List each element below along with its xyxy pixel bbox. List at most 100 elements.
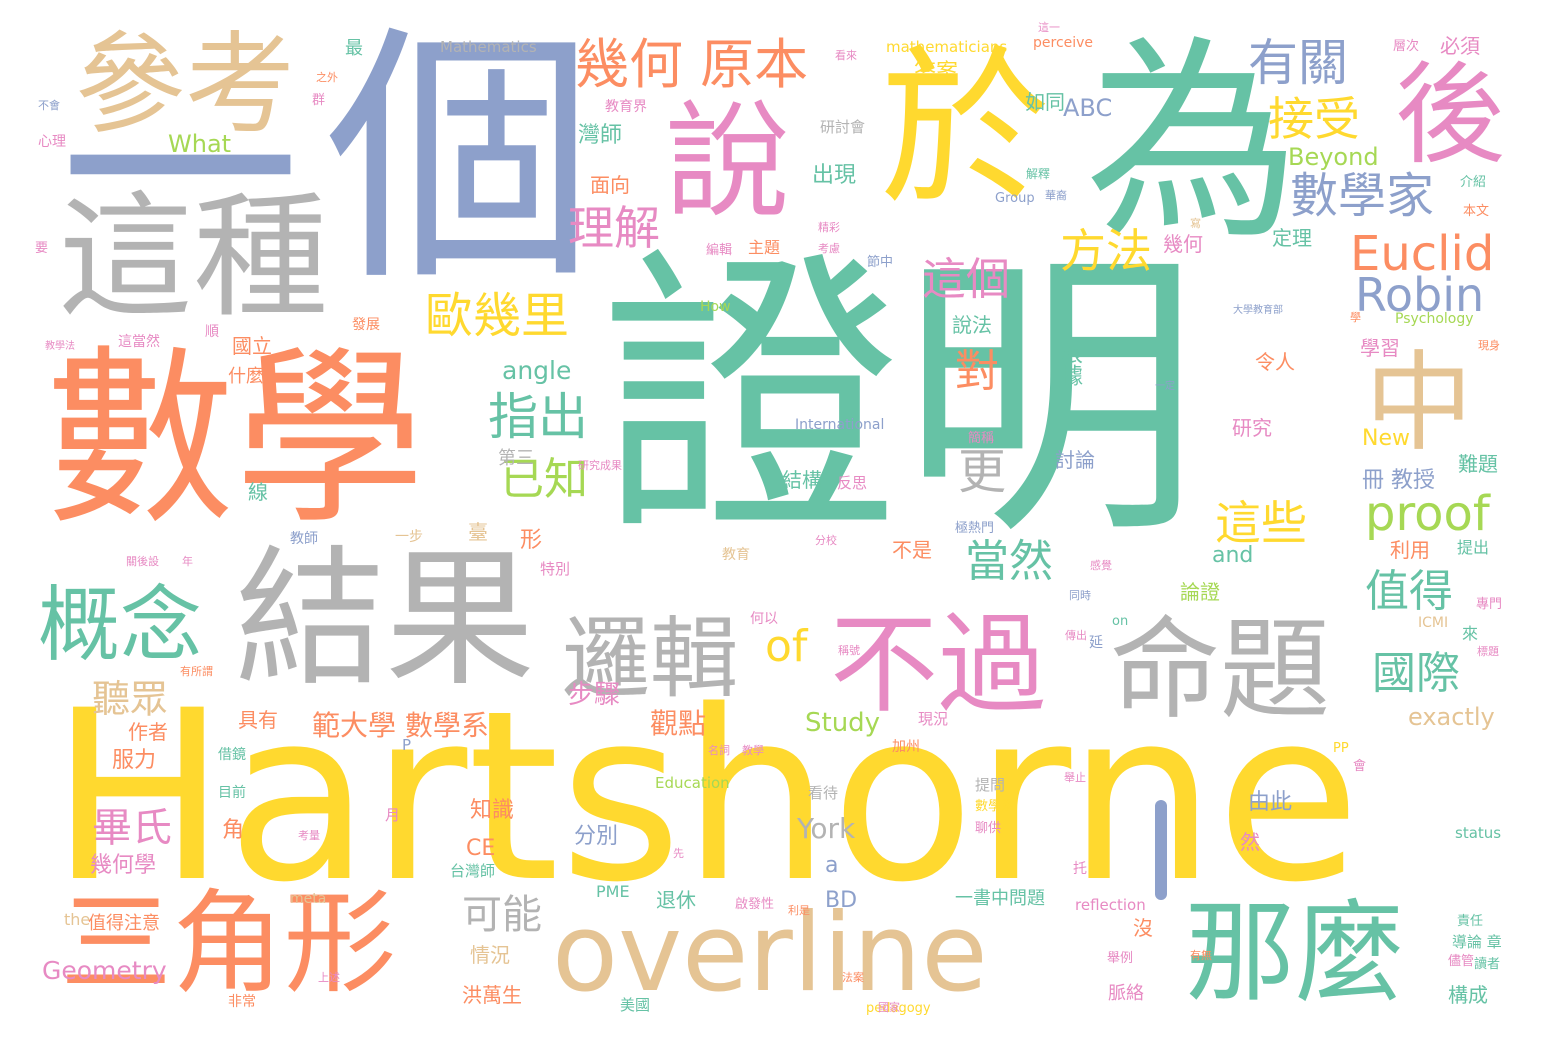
word: 月	[385, 806, 401, 824]
word: 教學	[742, 744, 764, 757]
word: 教育	[722, 547, 750, 563]
word: 臺	[468, 520, 488, 544]
word: 提出	[1457, 538, 1490, 557]
word: 情況	[470, 943, 510, 967]
word: 作者	[128, 720, 168, 744]
word: 關後設	[126, 555, 159, 568]
word: 來	[1462, 624, 1479, 643]
word: 值得注意	[88, 913, 160, 934]
word: 現況	[918, 710, 949, 728]
word: 節中	[867, 255, 894, 270]
word: 利是	[788, 904, 810, 917]
word: 國立	[232, 334, 272, 358]
word: 指出	[488, 388, 588, 446]
word: P	[402, 736, 412, 754]
word: PME	[596, 882, 630, 901]
word: 面向	[590, 173, 630, 197]
word: 要	[35, 241, 49, 256]
word: 考量	[298, 829, 320, 842]
word: 有無	[1190, 949, 1212, 962]
word: 說	[665, 90, 790, 235]
word: 有所謂	[180, 665, 213, 678]
word: 考慮	[818, 242, 840, 255]
word: 有關	[1248, 34, 1348, 92]
word: 由此	[1248, 790, 1293, 815]
word: 教學法	[45, 341, 75, 352]
word: 個	[325, 2, 595, 317]
word: 根據	[1057, 342, 1082, 386]
word: ABC	[1063, 94, 1113, 122]
word: meta	[290, 891, 327, 907]
word: 介紹	[1460, 175, 1487, 190]
word: 脈絡	[1108, 983, 1144, 1004]
word: 讀者	[1474, 957, 1501, 972]
word: proof	[1365, 486, 1490, 542]
word: 分別	[574, 824, 619, 849]
word: 答案	[914, 60, 959, 85]
word: 極熱門	[955, 521, 995, 536]
word: 本文	[1463, 204, 1490, 219]
word: 華裔	[1045, 189, 1067, 202]
word: 看待	[808, 784, 839, 802]
word: 特別	[540, 560, 571, 578]
word: 知識	[470, 798, 515, 823]
word: Geometry	[42, 956, 167, 985]
word: 責任	[1457, 914, 1484, 929]
word: Beyond	[1288, 143, 1379, 171]
word: How	[700, 299, 731, 315]
word: 舉止	[1064, 771, 1086, 784]
word: Hartshorne	[50, 661, 1361, 934]
word: 冊 教授	[1362, 468, 1435, 493]
word: 這個	[922, 254, 1010, 305]
word: 步驟	[568, 680, 621, 710]
word: 非常	[228, 994, 256, 1010]
word: 簡稱	[968, 431, 995, 446]
word: 聊供	[975, 821, 1002, 836]
word: 上述	[318, 971, 340, 984]
word: 必須	[1440, 34, 1480, 58]
word: 台灣師	[450, 862, 496, 880]
word: a	[825, 853, 839, 878]
word: 不會	[38, 99, 60, 112]
word: 一	[60, 35, 301, 315]
word: 群	[312, 93, 326, 108]
word: 這些	[1215, 496, 1307, 550]
word: 論證	[1180, 580, 1220, 604]
word: 角	[222, 818, 245, 843]
word: 服力	[112, 748, 157, 773]
word: 發展	[352, 317, 380, 333]
word: 反思	[837, 474, 868, 492]
word: 利用	[1390, 538, 1430, 562]
word: 什麼	[228, 366, 264, 387]
word: Robin	[1355, 268, 1485, 322]
word: 已知	[500, 454, 588, 505]
word: BD	[825, 888, 858, 913]
word: York	[797, 812, 856, 845]
word: 具有	[238, 708, 278, 732]
word: 線	[248, 480, 268, 504]
bar-decoration	[1155, 800, 1167, 900]
word: 理解	[568, 201, 660, 255]
word: 寫	[1190, 217, 1201, 230]
word: 接受	[1268, 92, 1360, 146]
word: 如同	[1025, 90, 1065, 114]
word: 舉例	[1107, 951, 1134, 966]
word: 值得	[1365, 566, 1453, 617]
word: on	[1112, 614, 1129, 629]
word: 為	[1085, 17, 1300, 268]
word: 解釋	[1026, 167, 1051, 181]
word: 一定	[1155, 381, 1175, 392]
word: 可能	[462, 892, 542, 938]
word: 令人	[1255, 350, 1295, 374]
word: 中	[1365, 341, 1474, 466]
word: 那麼	[1185, 889, 1405, 1017]
word: 法案	[842, 971, 864, 984]
word: 第三	[498, 448, 534, 469]
word: 數學家	[1290, 168, 1435, 224]
word: of	[765, 621, 808, 672]
word: 對	[955, 346, 999, 397]
word: ICMI	[1418, 615, 1449, 631]
word: 退休	[656, 888, 696, 912]
word: 觀點	[650, 707, 707, 740]
word: 年	[182, 555, 193, 568]
